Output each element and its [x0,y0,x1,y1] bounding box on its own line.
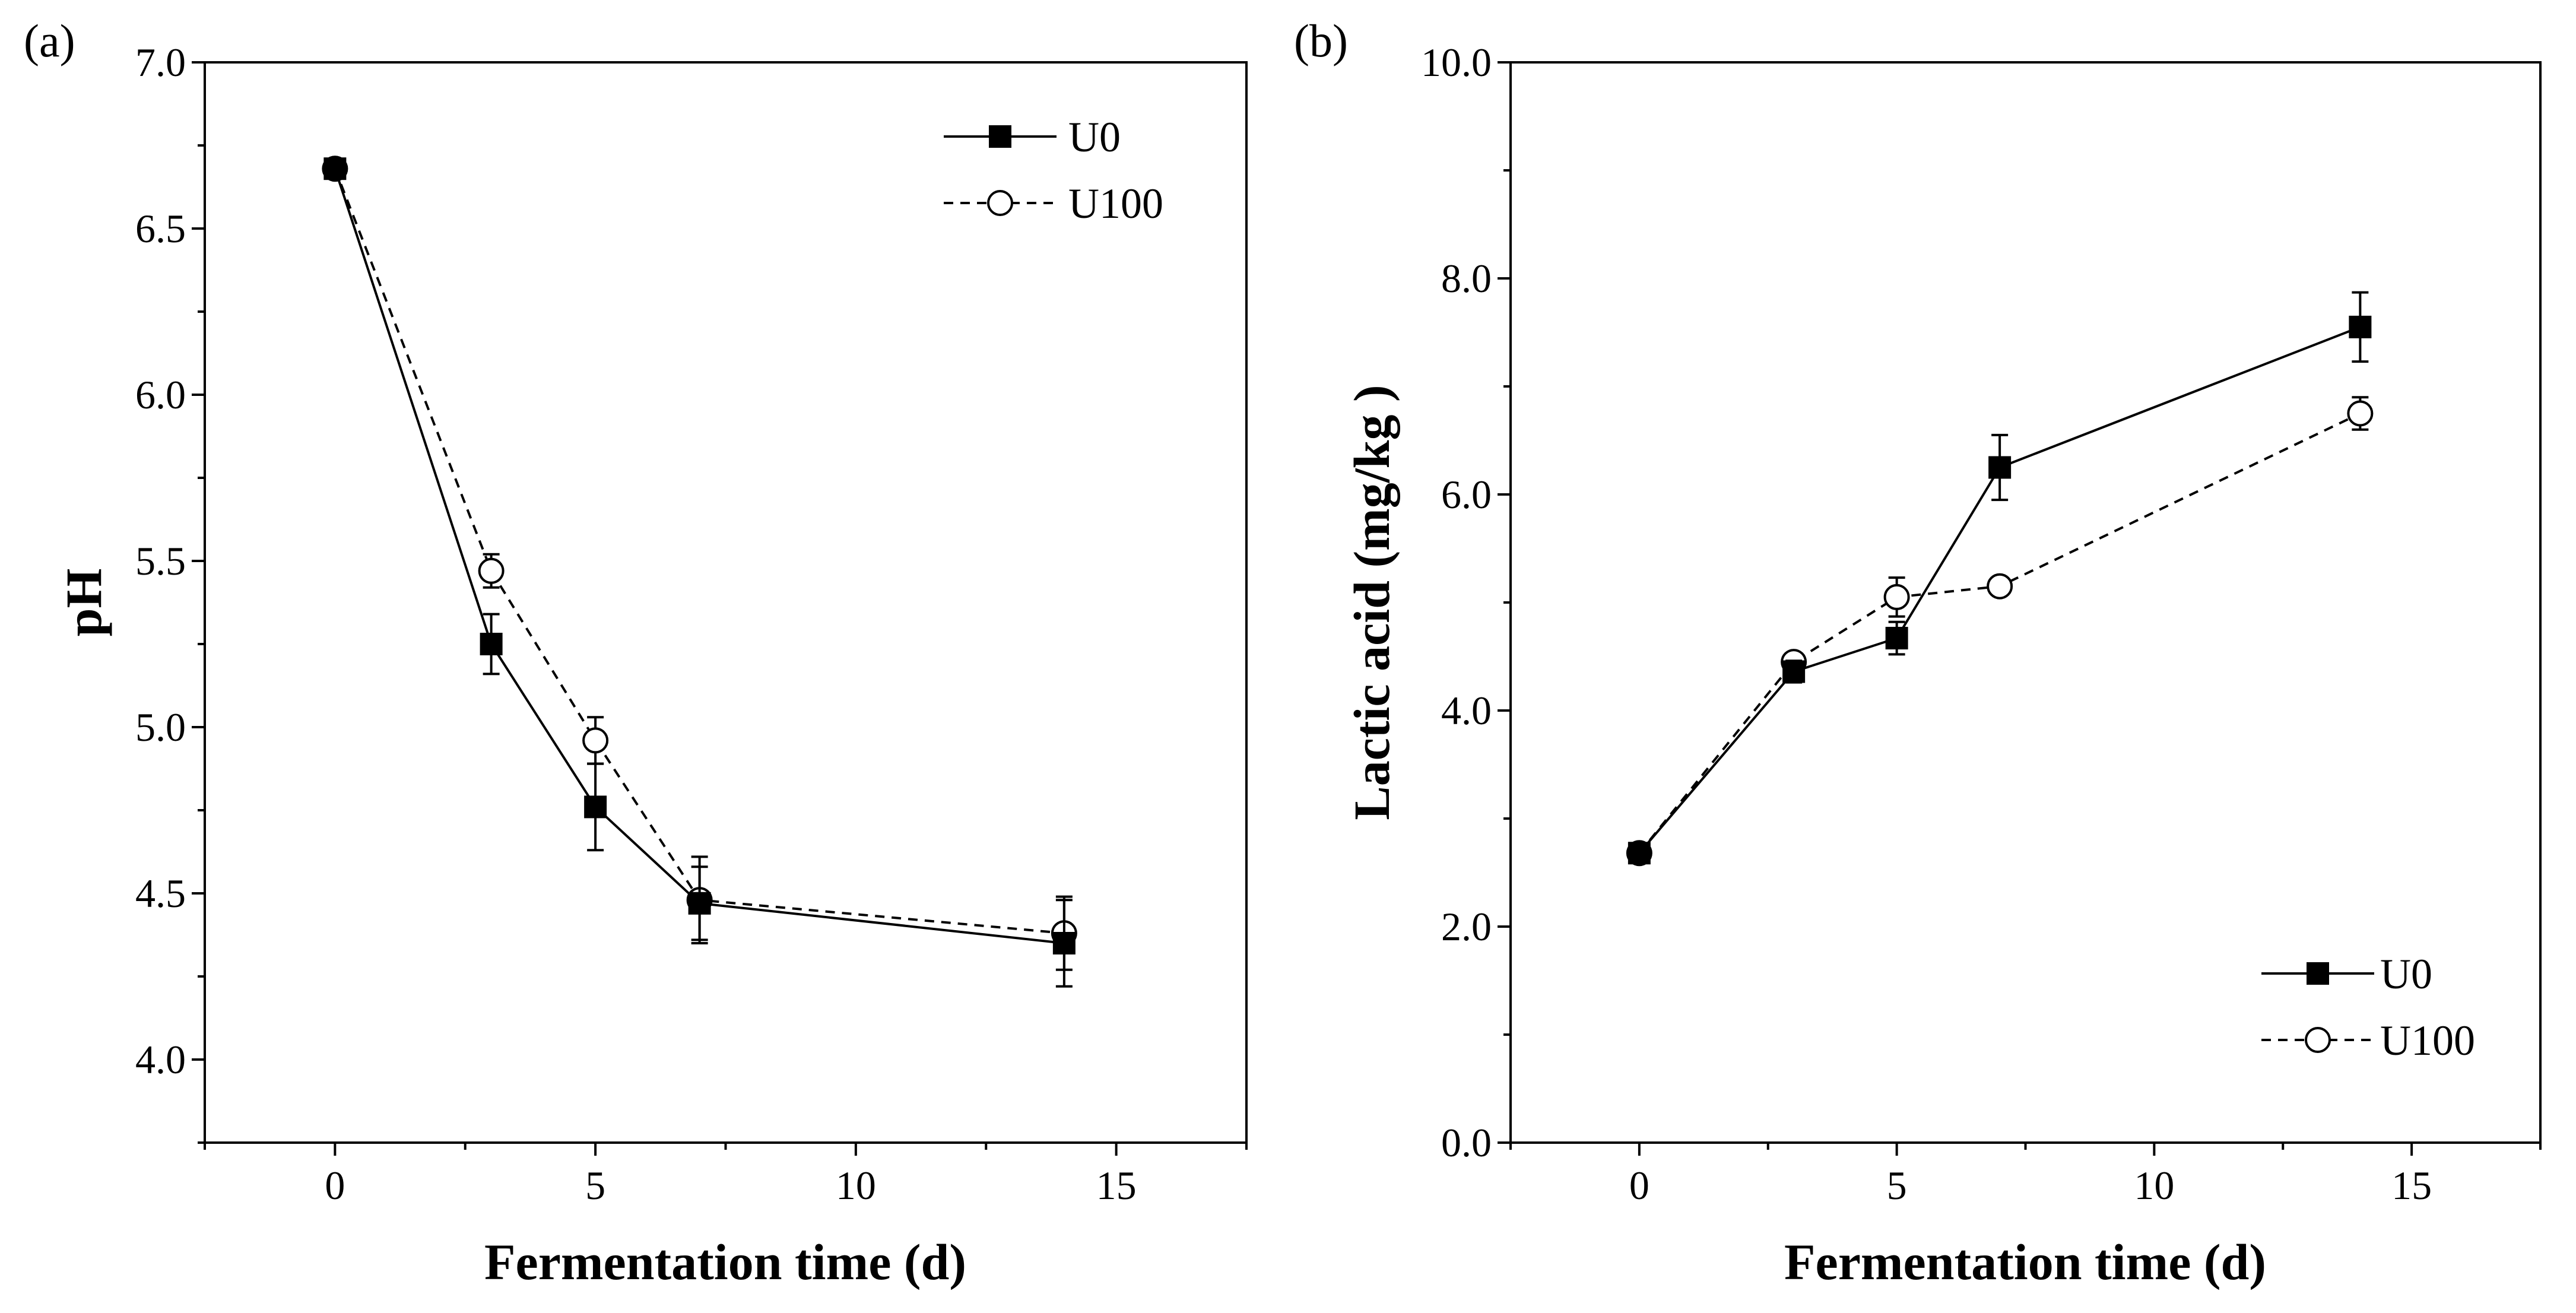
panel-b-y-axis-title: Lactic acid (mg/kg ) [1343,385,1400,820]
panel-a: (a) 0 5 10 15 4.0 4.5 5.0 5.5 6.0 6.5 7.0 Ferment… [24,15,1248,1290]
x-tick-label: 5 [585,1163,605,1208]
series-u100-point [1987,573,2013,600]
panel-b-y-axis: 0.0 2.0 4.0 6.0 8.0 10.0 [1421,40,1511,1165]
series-u0-point [584,795,607,819]
panel-a-x-axis-title: Fermentation time (d) [484,1233,966,1290]
series-u100-point [582,727,609,754]
y-tick-label: 4.0 [1441,688,1492,733]
panel-b-series [1626,291,2374,867]
panel-a-label: (a) [24,15,75,66]
series-u100-point [1883,583,1910,610]
x-tick-label: 15 [1096,1163,1137,1208]
x-tick-label: 0 [1629,1163,1649,1208]
y-tick-label: 6.0 [135,372,186,417]
series-u100-line [334,168,1065,935]
panel-a-y-axis: 4.0 4.5 5.0 5.5 6.0 6.5 7.0 [135,40,205,1144]
legend-u0-label: U0 [2380,950,2432,998]
panel-b-legend: U0 U100 [2261,950,2475,1064]
legend-u100-marker [2305,1027,2331,1053]
series-u0-point [480,633,503,655]
legend-u100-label: U100 [1068,180,1163,227]
x-tick-label: 15 [2391,1163,2432,1208]
series-u0-point [688,892,711,915]
series-u0-point [1628,842,1651,865]
x-tick-label: 5 [1887,1163,1907,1208]
y-tick-label: 5.5 [135,538,186,583]
y-tick-label: 0.0 [1441,1120,1492,1165]
series-u0-point [1782,660,1806,683]
legend-u100-label: U100 [2380,1017,2475,1064]
legend-u0-label: U0 [1068,113,1121,161]
series-u0-point [1052,932,1076,954]
legend-u0-marker [2307,962,2329,985]
panel-a-x-axis: 0 5 10 15 [204,1143,1248,1208]
series-u0-point [1988,456,2012,479]
series-u0-point [1885,627,1908,650]
x-tick-label: 0 [325,1163,345,1208]
y-tick-label: 6.5 [135,206,186,251]
series-u0-point [2349,315,2372,338]
y-tick-label: 4.0 [135,1037,186,1082]
panel-a-legend: U0 U100 [944,113,1163,227]
legend-u100-marker [987,190,1013,216]
y-tick-label: 2.0 [1441,904,1492,949]
legend-u0-marker [989,125,1011,148]
series-u0-line [334,168,1065,944]
y-tick-label: 10.0 [1421,40,1492,85]
y-tick-label: 8.0 [1441,256,1492,301]
panel-b-label: (b) [1294,15,1348,66]
series-u100-point [2347,400,2374,427]
series-u100-point [478,557,505,584]
panel-a-series [322,156,1077,988]
panel-a-y-axis-title: pH [55,569,112,637]
x-tick-label: 10 [836,1163,876,1208]
series-u0-point [323,157,347,180]
panel-b: (b) 0 5 10 15 0.0 2.0 4.0 6.0 8.0 10.0 Fermentat… [1294,15,2542,1290]
y-tick-label: 4.5 [135,871,186,916]
panel-b-x-axis-title: Fermentation time (d) [1784,1233,2266,1290]
panel-b-x-axis: 0 5 10 15 [1509,1143,2542,1208]
y-tick-label: 7.0 [135,40,186,85]
y-tick-label: 5.0 [135,705,186,750]
x-tick-label: 10 [2134,1163,2174,1208]
y-tick-label: 6.0 [1441,472,1492,517]
